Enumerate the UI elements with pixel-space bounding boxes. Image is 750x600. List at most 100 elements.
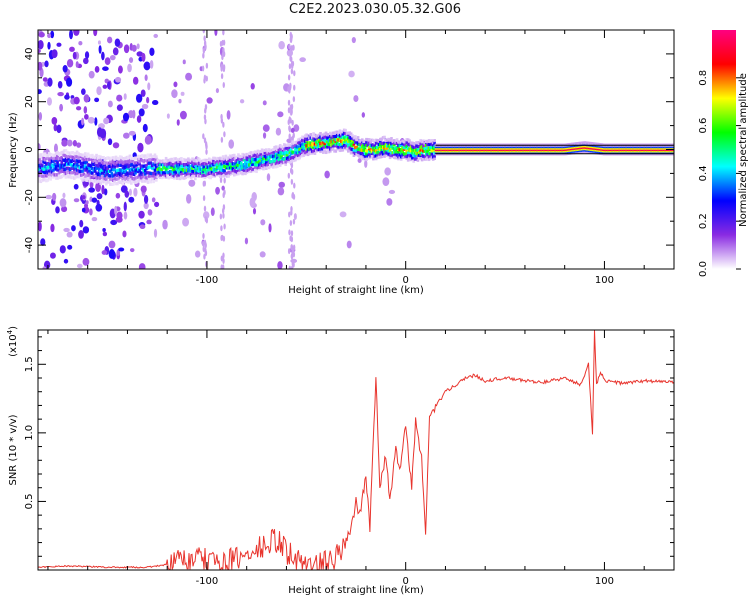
- spectrogram-cell: [54, 151, 58, 155]
- spectrogram-cell: [349, 132, 353, 136]
- spectrogram-cell: [431, 157, 435, 161]
- spectrogram-cell: [189, 168, 193, 172]
- spectrogram-cell: [91, 158, 94, 163]
- spectrogram-cell: [116, 173, 119, 177]
- spectrogram-cell: [173, 176, 176, 180]
- spectrogram-cell: [38, 89, 42, 95]
- spectrogram-cell: [264, 163, 268, 167]
- spectrogram-cell: [322, 150, 325, 154]
- spectrogram-cell: [134, 171, 137, 175]
- spectrogram-cell: [56, 151, 59, 155]
- spectrogram-cell: [260, 219, 266, 226]
- spectrogram-cell: [270, 162, 274, 167]
- spectrogram-cell: [296, 157, 300, 161]
- spectrogram-cell: [85, 154, 89, 158]
- spectrogram-cell: [230, 165, 233, 169]
- spectrogram-cell: [220, 157, 224, 161]
- spectrogram-cell: [327, 145, 331, 149]
- spectrogram-cell: [205, 148, 208, 155]
- spectrogram-cell: [153, 33, 159, 39]
- spectrogram-cell: [232, 156, 236, 160]
- spectrogram-cell: [220, 73, 224, 80]
- spectrogram-cell: [107, 138, 113, 146]
- spectrogram-cell: [431, 143, 435, 147]
- spectrogram-cell: [316, 142, 320, 147]
- spectrogram-cell: [217, 171, 221, 175]
- spectrogram-cell: [103, 165, 107, 169]
- spectrogram-cell: [399, 147, 403, 152]
- spectrogram-cell: [253, 150, 257, 154]
- spectrogram-cell: [373, 151, 377, 155]
- spectrogram-cell: [380, 150, 384, 154]
- spectrogram-cell: [228, 160, 232, 165]
- spectrogram-cell: [220, 255, 224, 262]
- spectrogram-cell: [222, 235, 226, 242]
- spectrogram-cell: [287, 147, 290, 152]
- spectrogram-cell: [168, 169, 172, 174]
- spectrogram-cell: [430, 149, 434, 153]
- spectrogram-cell: [148, 177, 151, 181]
- spectrogram-cell: [202, 211, 210, 220]
- spectrogram-cell: [155, 178, 158, 182]
- spectrogram-cell: [120, 173, 123, 178]
- spectrogram-cell: [342, 136, 346, 140]
- spectrogram-cell: [263, 165, 267, 169]
- spectrogram-cell: [174, 174, 178, 179]
- spectrogram-cell: [330, 133, 333, 137]
- spectrogram-cell: [313, 138, 317, 142]
- spectrogram-cell: [56, 42, 62, 47]
- spectrogram-cell: [143, 158, 147, 162]
- spectrogram-cell: [302, 148, 306, 153]
- spectrogram-cell: [137, 142, 144, 153]
- spectrogram-cell: [349, 143, 353, 147]
- spectrogram-cell: [38, 157, 41, 162]
- spectrogram-cell: [296, 138, 300, 142]
- spectrogram-cell: [367, 138, 371, 142]
- spectrogram-cell: [185, 72, 193, 81]
- spectrogram-cell: [330, 143, 333, 147]
- spectrogram-cell: [67, 166, 71, 171]
- spectrogram-cell: [386, 146, 389, 151]
- spectrogram-cell: [124, 169, 128, 174]
- spectrogram-cell: [322, 138, 325, 142]
- spectrogram-cell: [148, 174, 151, 178]
- spectrogram-cell: [283, 143, 286, 147]
- spectrogram-cell: [405, 156, 409, 161]
- spectrogram-cell: [309, 144, 313, 148]
- spectrogram-cell: [266, 163, 269, 167]
- spectrogram-cell: [262, 167, 265, 171]
- spectrogram-cell: [175, 158, 179, 162]
- spectrogram-cell: [42, 170, 45, 174]
- spectrogram-cell: [128, 163, 132, 168]
- spectrogram-cell: [178, 176, 182, 181]
- spectrogram-cell: [262, 124, 270, 132]
- spectrogram-cell: [234, 172, 237, 176]
- spectrogram-cell: [397, 155, 400, 159]
- spectrogram-cell: [235, 158, 239, 163]
- spectrogram-cell: [164, 174, 168, 178]
- spectrogram-cell: [102, 167, 105, 171]
- spectrogram-cell: [377, 139, 381, 143]
- spectrogram-cell: [369, 144, 372, 148]
- spectrogram-cell: [287, 143, 290, 147]
- spectrogram-cell: [420, 153, 424, 157]
- spectrogram-cell: [111, 182, 115, 186]
- spectrogram-cell: [322, 136, 325, 140]
- spectrogram-cell: [47, 171, 51, 176]
- spectrogram-cell: [255, 169, 258, 174]
- spectrogram-cell: [408, 155, 411, 160]
- spectrogram-cell: [59, 245, 66, 254]
- spectrogram-cell: [84, 113, 89, 120]
- spectrogram-cell: [315, 143, 318, 147]
- spectrogram-cell: [177, 170, 180, 174]
- spectrogram-cell: [103, 161, 107, 165]
- spectrogram-cell: [171, 175, 175, 179]
- spectrogram-cell: [335, 133, 339, 138]
- spectrogram-cell: [162, 175, 165, 179]
- spectrogram-cell: [347, 136, 350, 140]
- spectrogram-cell: [86, 173, 90, 178]
- spectrogram-cell: [138, 108, 145, 117]
- spectrogram-cell: [194, 176, 197, 181]
- spectrogram-cell: [127, 165, 130, 169]
- spectrogram-cell: [326, 142, 329, 146]
